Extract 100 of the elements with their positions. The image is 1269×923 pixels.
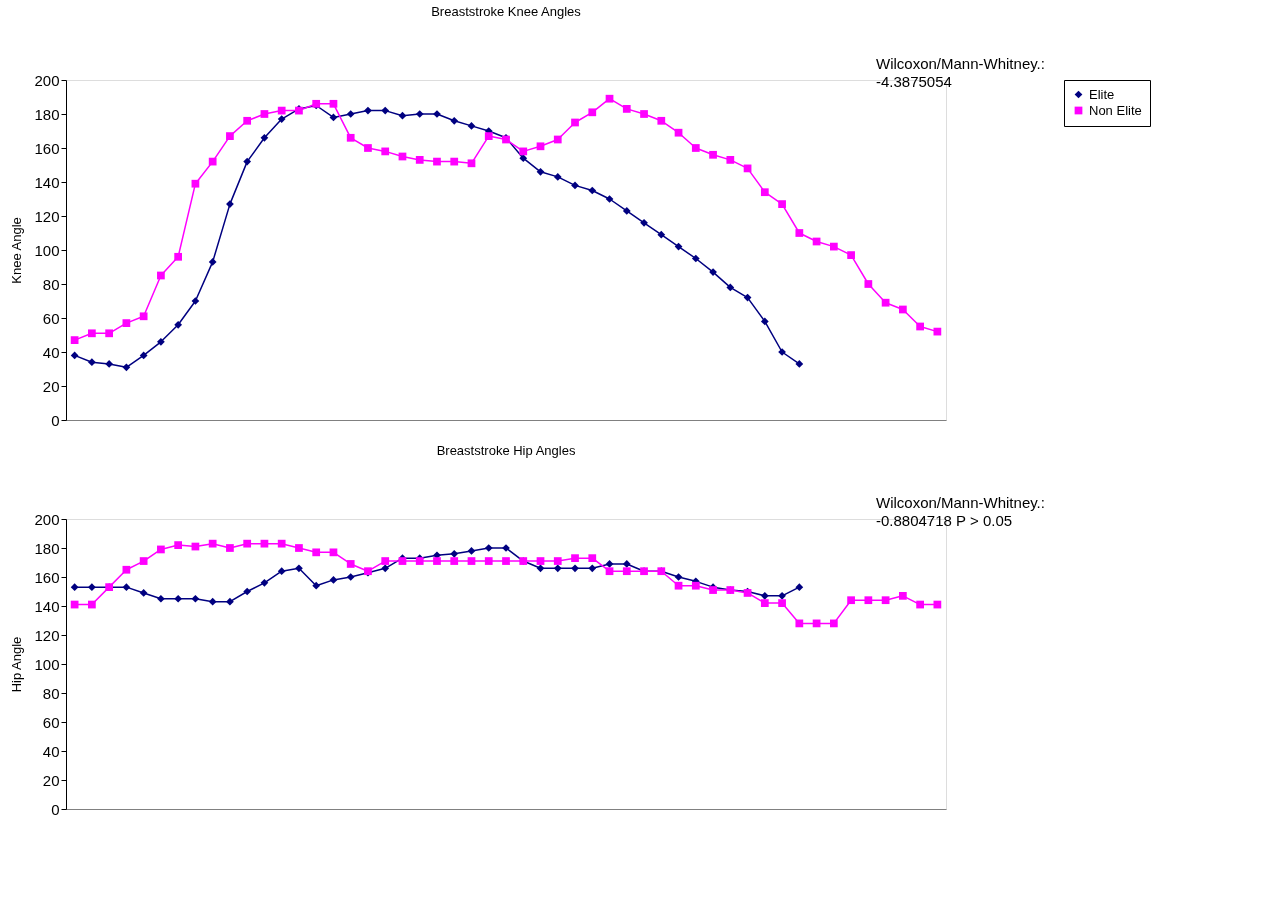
point bbox=[122, 583, 131, 592]
point bbox=[588, 186, 597, 195]
y-tick-label: 40 bbox=[42, 343, 60, 361]
point bbox=[208, 539, 217, 548]
point bbox=[484, 544, 493, 552]
point bbox=[847, 251, 855, 259]
point bbox=[174, 541, 183, 549]
point bbox=[881, 298, 890, 307]
point bbox=[191, 179, 200, 188]
point bbox=[174, 594, 183, 603]
point bbox=[657, 116, 666, 125]
point bbox=[467, 557, 476, 565]
point bbox=[674, 581, 683, 590]
point bbox=[122, 363, 131, 372]
point bbox=[105, 329, 114, 338]
point bbox=[70, 351, 79, 360]
y-tick-label: 20 bbox=[42, 771, 60, 789]
y-tick-label: 40 bbox=[42, 742, 60, 760]
point bbox=[536, 167, 545, 176]
point bbox=[226, 132, 234, 140]
y-tick-label: 0 bbox=[51, 411, 60, 429]
point bbox=[191, 297, 200, 305]
point bbox=[450, 557, 459, 565]
point bbox=[760, 591, 769, 600]
point bbox=[933, 327, 942, 336]
point bbox=[760, 599, 769, 607]
point bbox=[864, 596, 873, 605]
point bbox=[277, 539, 286, 548]
point bbox=[640, 110, 648, 118]
point bbox=[139, 589, 148, 597]
point bbox=[691, 254, 700, 263]
point bbox=[691, 144, 700, 152]
point bbox=[364, 144, 372, 152]
y-tick-label: 100 bbox=[34, 241, 60, 259]
point bbox=[536, 564, 545, 573]
point bbox=[329, 99, 338, 108]
y-tick-label: 120 bbox=[34, 626, 60, 644]
point bbox=[346, 133, 355, 142]
y-tick-label: 120 bbox=[34, 207, 60, 225]
point bbox=[191, 594, 200, 603]
point bbox=[778, 200, 786, 208]
point bbox=[553, 557, 562, 565]
point bbox=[674, 242, 683, 251]
point bbox=[277, 106, 286, 115]
point bbox=[709, 150, 717, 159]
point bbox=[726, 283, 735, 292]
point bbox=[88, 583, 96, 592]
point bbox=[381, 564, 390, 573]
point bbox=[174, 320, 183, 329]
annotation: Wilcoxon/Mann-Whitney.: -4.3875054 bbox=[876, 55, 1045, 90]
y-axis-title: Knee Angle bbox=[9, 217, 25, 284]
point bbox=[795, 583, 804, 592]
point bbox=[105, 360, 114, 368]
point bbox=[916, 322, 924, 331]
point bbox=[312, 581, 321, 590]
y-tick-label: 160 bbox=[34, 139, 60, 157]
point bbox=[467, 547, 476, 555]
y-tick-label: 20 bbox=[42, 377, 60, 395]
point bbox=[260, 110, 269, 118]
point bbox=[709, 268, 717, 276]
y-tick-label: 180 bbox=[34, 539, 60, 557]
point bbox=[88, 358, 96, 367]
point bbox=[622, 105, 631, 113]
point bbox=[622, 560, 631, 568]
point bbox=[640, 218, 648, 227]
point bbox=[778, 591, 786, 600]
point bbox=[243, 587, 252, 596]
point bbox=[243, 116, 252, 125]
y-tick-label: 0 bbox=[51, 800, 60, 818]
point bbox=[467, 122, 476, 130]
point bbox=[277, 115, 286, 123]
point bbox=[622, 207, 631, 215]
point bbox=[122, 565, 131, 574]
point bbox=[329, 113, 338, 122]
point bbox=[674, 573, 683, 581]
point bbox=[674, 128, 683, 137]
point bbox=[398, 111, 407, 120]
point bbox=[605, 567, 614, 576]
y-tick-label: 60 bbox=[42, 713, 60, 731]
point bbox=[795, 360, 804, 368]
point bbox=[484, 557, 493, 565]
point bbox=[381, 106, 390, 115]
y-tick-label: 160 bbox=[34, 568, 60, 586]
point bbox=[174, 252, 183, 261]
point bbox=[433, 557, 441, 565]
point bbox=[295, 544, 303, 552]
point bbox=[346, 573, 355, 581]
point bbox=[70, 583, 79, 592]
point bbox=[277, 567, 286, 576]
point bbox=[208, 597, 217, 606]
point bbox=[415, 110, 424, 118]
point bbox=[122, 319, 131, 327]
point bbox=[536, 557, 545, 565]
point bbox=[157, 337, 165, 346]
point bbox=[260, 133, 269, 142]
point bbox=[139, 351, 148, 360]
point bbox=[450, 157, 459, 166]
point bbox=[243, 157, 252, 166]
point bbox=[364, 106, 372, 115]
point bbox=[88, 329, 96, 338]
